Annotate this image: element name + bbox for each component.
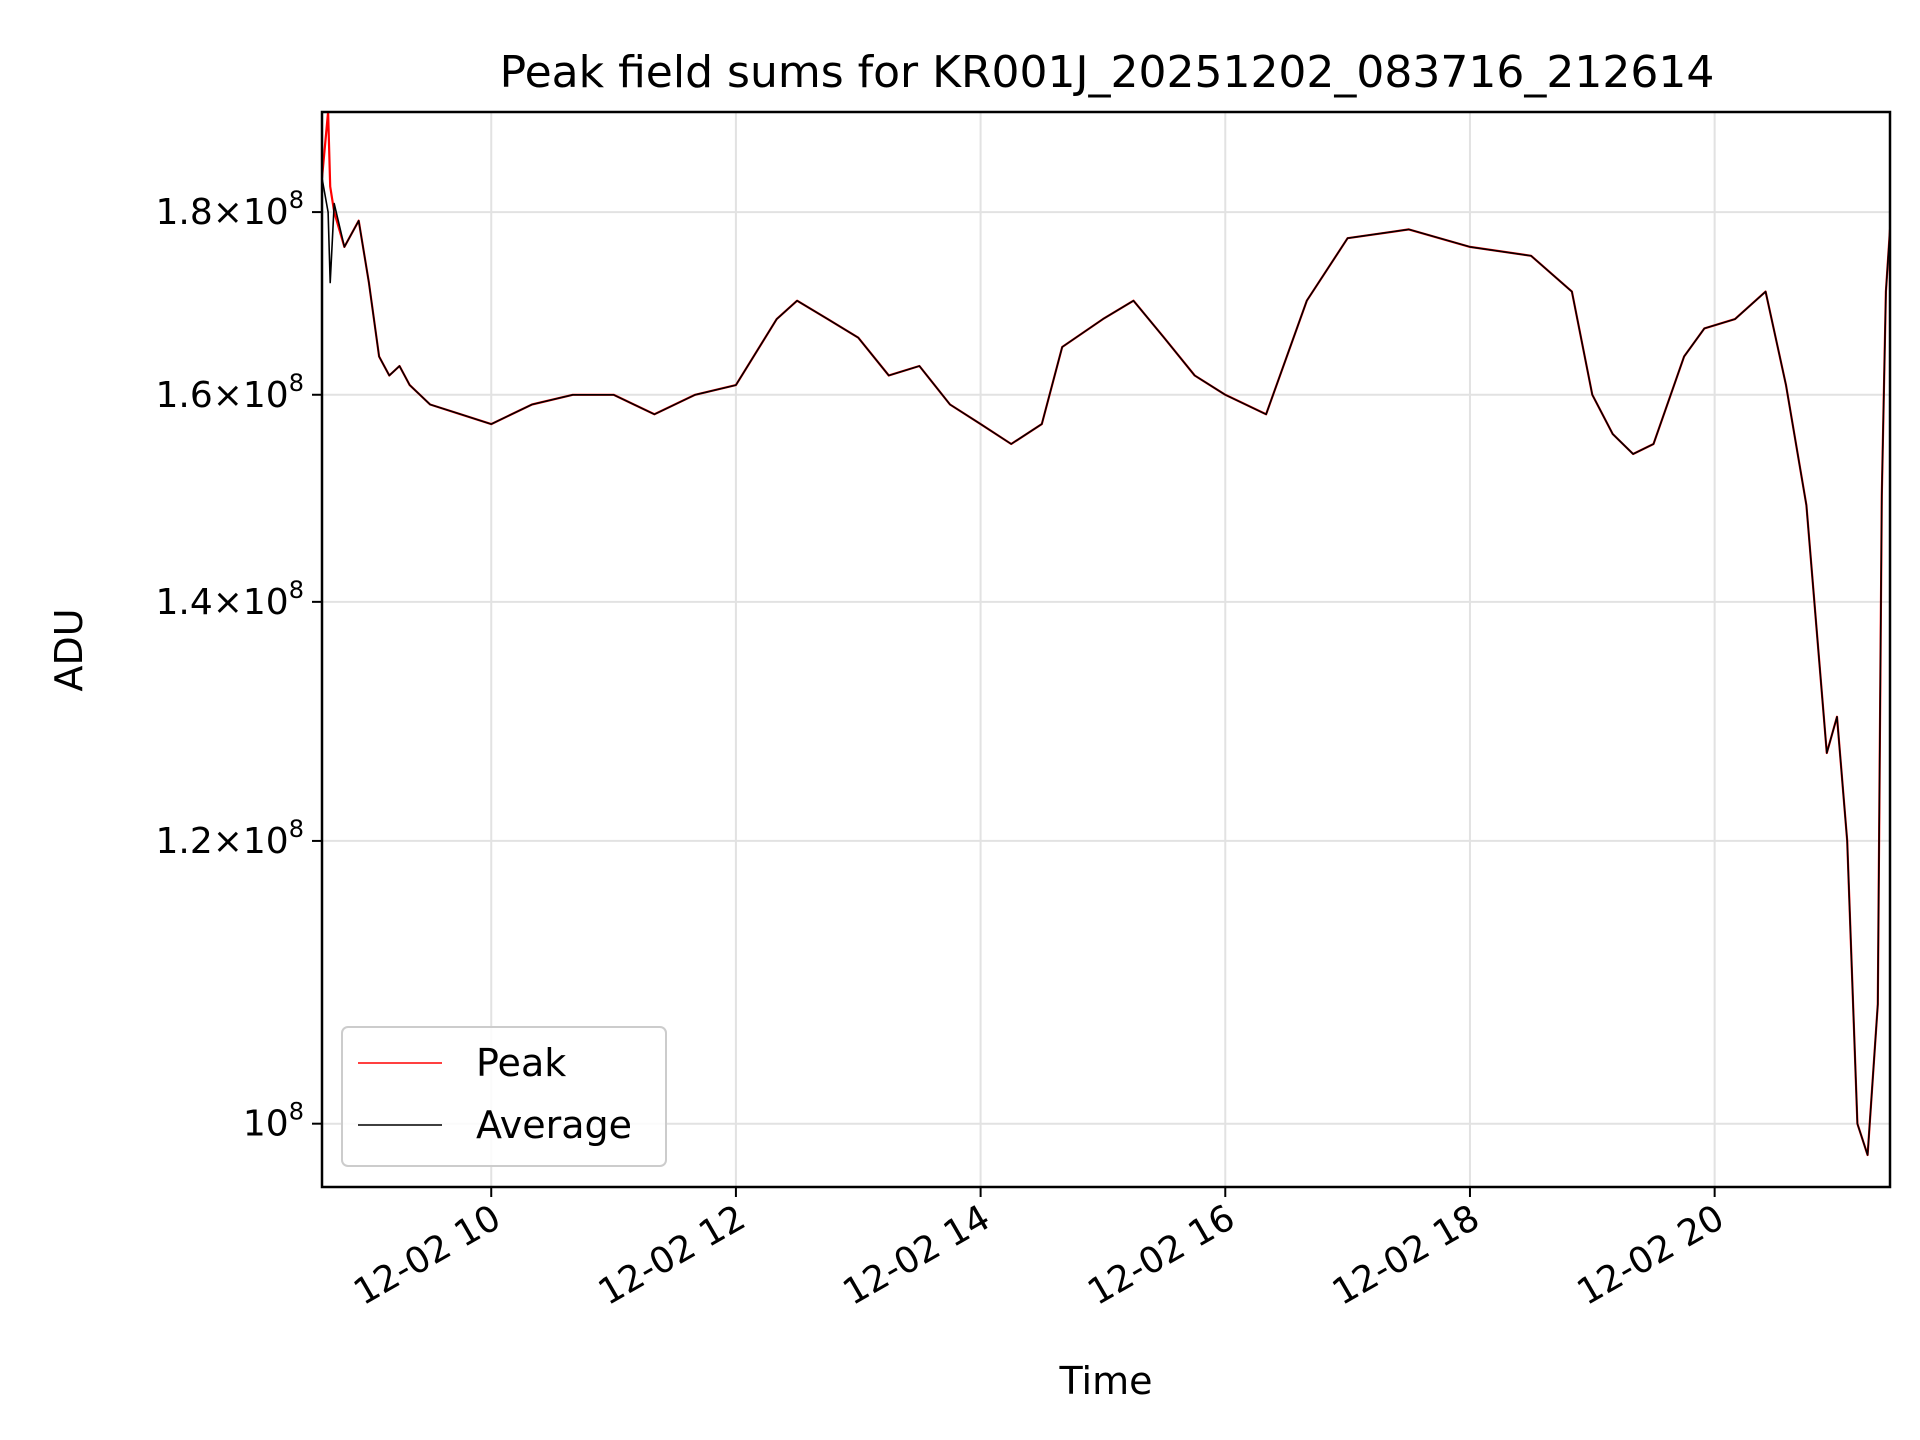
y-tick-label: 1.6×108 bbox=[155, 369, 304, 416]
y-tick-label: 1.2×108 bbox=[155, 815, 304, 862]
y-axis-label: ADU bbox=[47, 608, 91, 691]
y-tick-label: 108 bbox=[243, 1098, 304, 1145]
legend: Peak Average bbox=[341, 1026, 667, 1167]
y-tick-label: 1.4×108 bbox=[155, 576, 304, 623]
series-line-average bbox=[322, 177, 1890, 1156]
x-axis-label: Time bbox=[1059, 1359, 1153, 1403]
legend-label-peak: Peak bbox=[476, 1041, 566, 1085]
legend-box bbox=[341, 1026, 667, 1167]
legend-label-average: Average bbox=[476, 1103, 632, 1147]
chart-title: Peak field sums for KR001J_20251202_0837… bbox=[500, 47, 1715, 98]
series-group bbox=[322, 112, 1890, 1157]
plot-frame bbox=[320, 110, 1892, 1189]
y-tick-label: 1.8×108 bbox=[155, 186, 304, 233]
grid bbox=[322, 112, 1890, 1187]
